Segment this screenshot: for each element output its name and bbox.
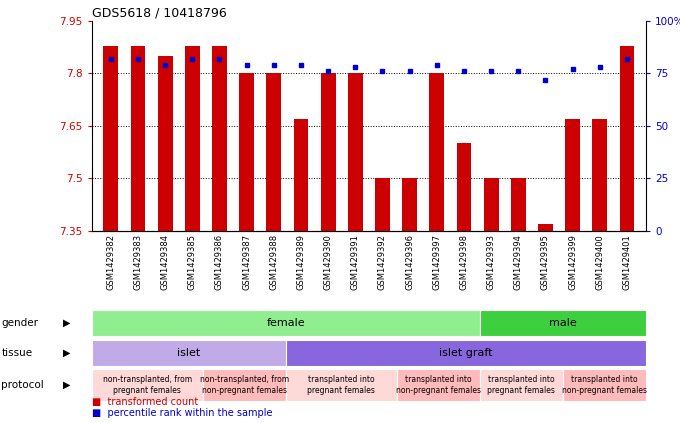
Text: GSM1429394: GSM1429394	[514, 234, 523, 290]
Bar	[565, 119, 580, 231]
Bar	[185, 46, 200, 231]
Bar	[396, 369, 480, 401]
Text: ▶: ▶	[63, 318, 71, 328]
Text: gender: gender	[1, 318, 38, 328]
Bar	[203, 369, 286, 401]
Text: GSM1429399: GSM1429399	[568, 234, 577, 290]
Text: GSM1429398: GSM1429398	[460, 234, 469, 290]
Bar	[402, 178, 417, 231]
Text: ▶: ▶	[63, 348, 71, 358]
Text: GSM1429391: GSM1429391	[351, 234, 360, 290]
Text: GSM1429388: GSM1429388	[269, 234, 278, 290]
Text: non-transplanted, from
non-pregnant females: non-transplanted, from non-pregnant fema…	[200, 376, 289, 395]
Bar	[212, 46, 227, 231]
Text: GSM1429395: GSM1429395	[541, 234, 550, 290]
Bar	[483, 178, 498, 231]
Bar	[267, 74, 282, 231]
Text: islet: islet	[177, 348, 201, 358]
Text: transplanted into
non-pregnant females: transplanted into non-pregnant females	[562, 376, 647, 395]
Bar	[348, 74, 363, 231]
Text: GSM1429401: GSM1429401	[622, 234, 632, 290]
Bar	[286, 369, 396, 401]
Text: tissue: tissue	[1, 348, 33, 358]
Bar	[92, 369, 203, 401]
Bar	[158, 56, 173, 231]
Bar	[429, 74, 444, 231]
Bar	[456, 143, 471, 231]
Bar	[563, 369, 646, 401]
Text: GSM1429386: GSM1429386	[215, 234, 224, 290]
Bar	[239, 74, 254, 231]
Bar	[511, 178, 526, 231]
Text: GDS5618 / 10418796: GDS5618 / 10418796	[92, 7, 226, 20]
Bar	[480, 310, 646, 336]
Text: GSM1429390: GSM1429390	[324, 234, 333, 290]
Text: GSM1429389: GSM1429389	[296, 234, 305, 290]
Text: transplanted into
pregnant females: transplanted into pregnant females	[488, 376, 556, 395]
Bar	[480, 369, 563, 401]
Text: GSM1429396: GSM1429396	[405, 234, 414, 290]
Text: GSM1429400: GSM1429400	[595, 234, 605, 290]
Text: protocol: protocol	[1, 380, 44, 390]
Text: GSM1429397: GSM1429397	[432, 234, 441, 290]
Bar	[592, 119, 607, 231]
Bar	[619, 46, 634, 231]
Bar	[92, 340, 286, 366]
Bar	[131, 46, 146, 231]
Text: GSM1429393: GSM1429393	[487, 234, 496, 290]
Bar	[321, 74, 336, 231]
Text: GSM1429382: GSM1429382	[106, 234, 116, 290]
Bar	[92, 310, 480, 336]
Text: GSM1429384: GSM1429384	[160, 234, 169, 290]
Text: ▶: ▶	[63, 380, 71, 390]
Text: GSM1429385: GSM1429385	[188, 234, 197, 290]
Text: ■  transformed count: ■ transformed count	[92, 397, 198, 407]
Bar	[538, 223, 553, 231]
Bar	[103, 46, 118, 231]
Text: transplanted into
non-pregnant females: transplanted into non-pregnant females	[396, 376, 481, 395]
Text: non-transplanted, from
pregnant females: non-transplanted, from pregnant females	[103, 376, 192, 395]
Bar	[375, 178, 390, 231]
Text: GSM1429392: GSM1429392	[378, 234, 387, 290]
Text: male: male	[549, 318, 577, 328]
Bar	[286, 340, 646, 366]
Text: transplanted into
pregnant females: transplanted into pregnant females	[307, 376, 375, 395]
Text: ■  percentile rank within the sample: ■ percentile rank within the sample	[92, 408, 272, 418]
Text: female: female	[267, 318, 305, 328]
Text: islet graft: islet graft	[439, 348, 492, 358]
Text: GSM1429387: GSM1429387	[242, 234, 251, 290]
Text: GSM1429383: GSM1429383	[133, 234, 143, 290]
Bar	[294, 119, 309, 231]
